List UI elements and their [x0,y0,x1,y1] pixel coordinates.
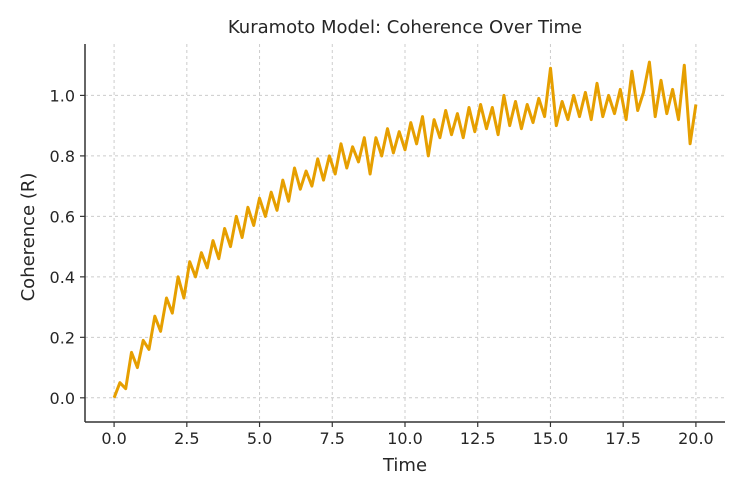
x-tick-label: 12.5 [460,429,496,448]
x-tick-label: 17.5 [605,429,641,448]
y-tick-label: 1.0 [50,86,75,105]
y-axis-label: Coherence (R) [18,173,39,302]
x-tick-label: 5.0 [247,429,272,448]
x-tick-label: 7.5 [320,429,345,448]
y-ticks: 0.0 0.2 0.4 0.6 0.8 1.0 [50,86,85,408]
y-tick-label: 0.8 [50,147,75,166]
x-tick-label: 2.5 [174,429,199,448]
chart-title: Kuramoto Model: Coherence Over Time [228,17,582,38]
y-tick-label: 0.2 [50,328,75,347]
y-tick-label: 0.0 [50,389,75,408]
x-tick-label: 20.0 [678,429,714,448]
series-layer [112,60,698,399]
x-tick-label: 15.0 [533,429,569,448]
x-ticks: 0.0 2.5 5.0 7.5 10.0 12.5 15.0 17.5 20.0 [101,422,714,448]
series-line-coherence [112,60,698,399]
x-tick-label: 0.0 [101,429,126,448]
y-tick-label: 0.6 [50,207,75,226]
x-tick-label: 10.0 [387,429,423,448]
x-axis-label: Time [382,455,427,476]
y-tick-label: 0.4 [50,268,75,287]
